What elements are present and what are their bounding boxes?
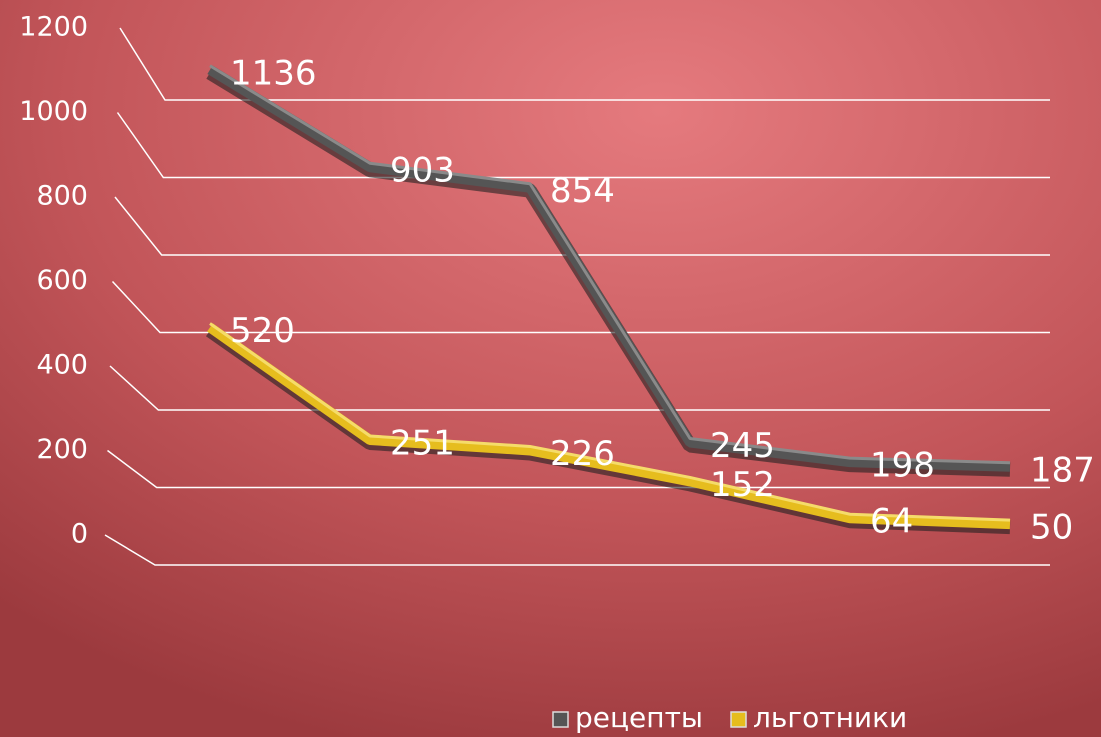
grid-line: [111, 280, 1050, 334]
y-tick-label: 200: [36, 434, 88, 465]
data-label: 520: [230, 311, 295, 351]
legend-swatch: [552, 711, 569, 728]
legend-swatch: [730, 711, 747, 728]
series-line: [207, 323, 1011, 530]
grid-line: [119, 27, 1050, 101]
y-tick-label: 1000: [19, 96, 88, 127]
line-top: [209, 64, 1011, 465]
data-label: 854: [550, 171, 615, 211]
data-label: 152: [710, 465, 775, 505]
data-label: 226: [550, 434, 615, 474]
legend-label: рецепты: [575, 701, 703, 734]
data-label: 903: [390, 151, 455, 191]
data-label: 198: [870, 446, 935, 486]
grid-line: [114, 196, 1050, 256]
y-tick-label: 400: [36, 350, 88, 381]
y-tick-label: 600: [36, 265, 88, 296]
data-label: 50: [1030, 508, 1073, 548]
legend-label: льготники: [753, 701, 907, 734]
data-label: 251: [390, 423, 455, 463]
y-tick-label: 1200: [19, 12, 88, 43]
data-label: 187: [1030, 450, 1095, 490]
series-line: [207, 65, 1011, 472]
y-tick-label: 0: [71, 519, 88, 550]
grid-line: [107, 449, 1050, 489]
grid-line: [104, 534, 1050, 566]
data-label: 64: [870, 502, 913, 542]
y-tick-label: 800: [36, 181, 88, 212]
data-label: 1136: [230, 53, 317, 93]
line-top: [209, 322, 1011, 522]
grid-line: [109, 365, 1050, 411]
data-label: 245: [710, 426, 775, 466]
grid-line: [116, 112, 1050, 179]
